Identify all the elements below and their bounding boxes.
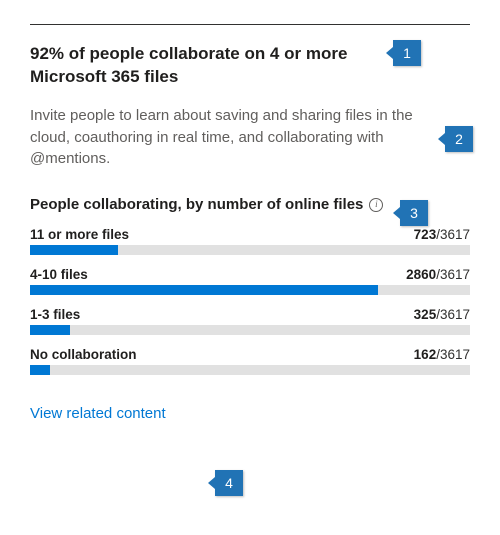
view-related-content-link[interactable]: View related content — [30, 405, 166, 422]
bar-track — [30, 365, 470, 375]
bar-row: 1-3 files 325/3617 — [30, 307, 470, 335]
annotation-callout: 3 — [400, 200, 428, 226]
bar-track — [30, 325, 470, 335]
bar-label: No collaboration — [30, 347, 137, 362]
bar-fill — [30, 245, 118, 255]
bar-labels: 11 or more files 723/3617 — [30, 227, 470, 242]
bar-track — [30, 245, 470, 255]
bar-value: 723/3617 — [414, 227, 470, 242]
info-icon[interactable]: i — [369, 198, 383, 212]
bar-value: 325/3617 — [414, 307, 470, 322]
bar-value: 162/3617 — [414, 347, 470, 362]
bar-labels: 1-3 files 325/3617 — [30, 307, 470, 322]
bar-value: 2860/3617 — [406, 267, 470, 282]
annotation-callout: 1 — [393, 40, 421, 66]
bar-labels: 4-10 files 2860/3617 — [30, 267, 470, 282]
divider-top — [30, 24, 470, 25]
description: Invite people to learn about saving and … — [30, 105, 470, 170]
bar-label: 1-3 files — [30, 307, 80, 322]
bar-fill — [30, 365, 50, 375]
chart-container: 11 or more files 723/3617 4-10 files 2860/3… — [30, 227, 470, 375]
bar-row: No collaboration 162/3617 — [30, 347, 470, 375]
bar-label: 4-10 files — [30, 267, 88, 282]
bar-fill — [30, 325, 70, 335]
bar-labels: No collaboration 162/3617 — [30, 347, 470, 362]
annotation-callout: 2 — [445, 126, 473, 152]
bar-label: 11 or more files — [30, 227, 129, 242]
bar-row: 11 or more files 723/3617 — [30, 227, 470, 255]
chart-title: People collaborating, by number of onlin… — [30, 196, 363, 213]
bar-track — [30, 285, 470, 295]
bar-fill — [30, 285, 378, 295]
bar-row: 4-10 files 2860/3617 — [30, 267, 470, 295]
annotation-callout: 4 — [215, 470, 243, 496]
